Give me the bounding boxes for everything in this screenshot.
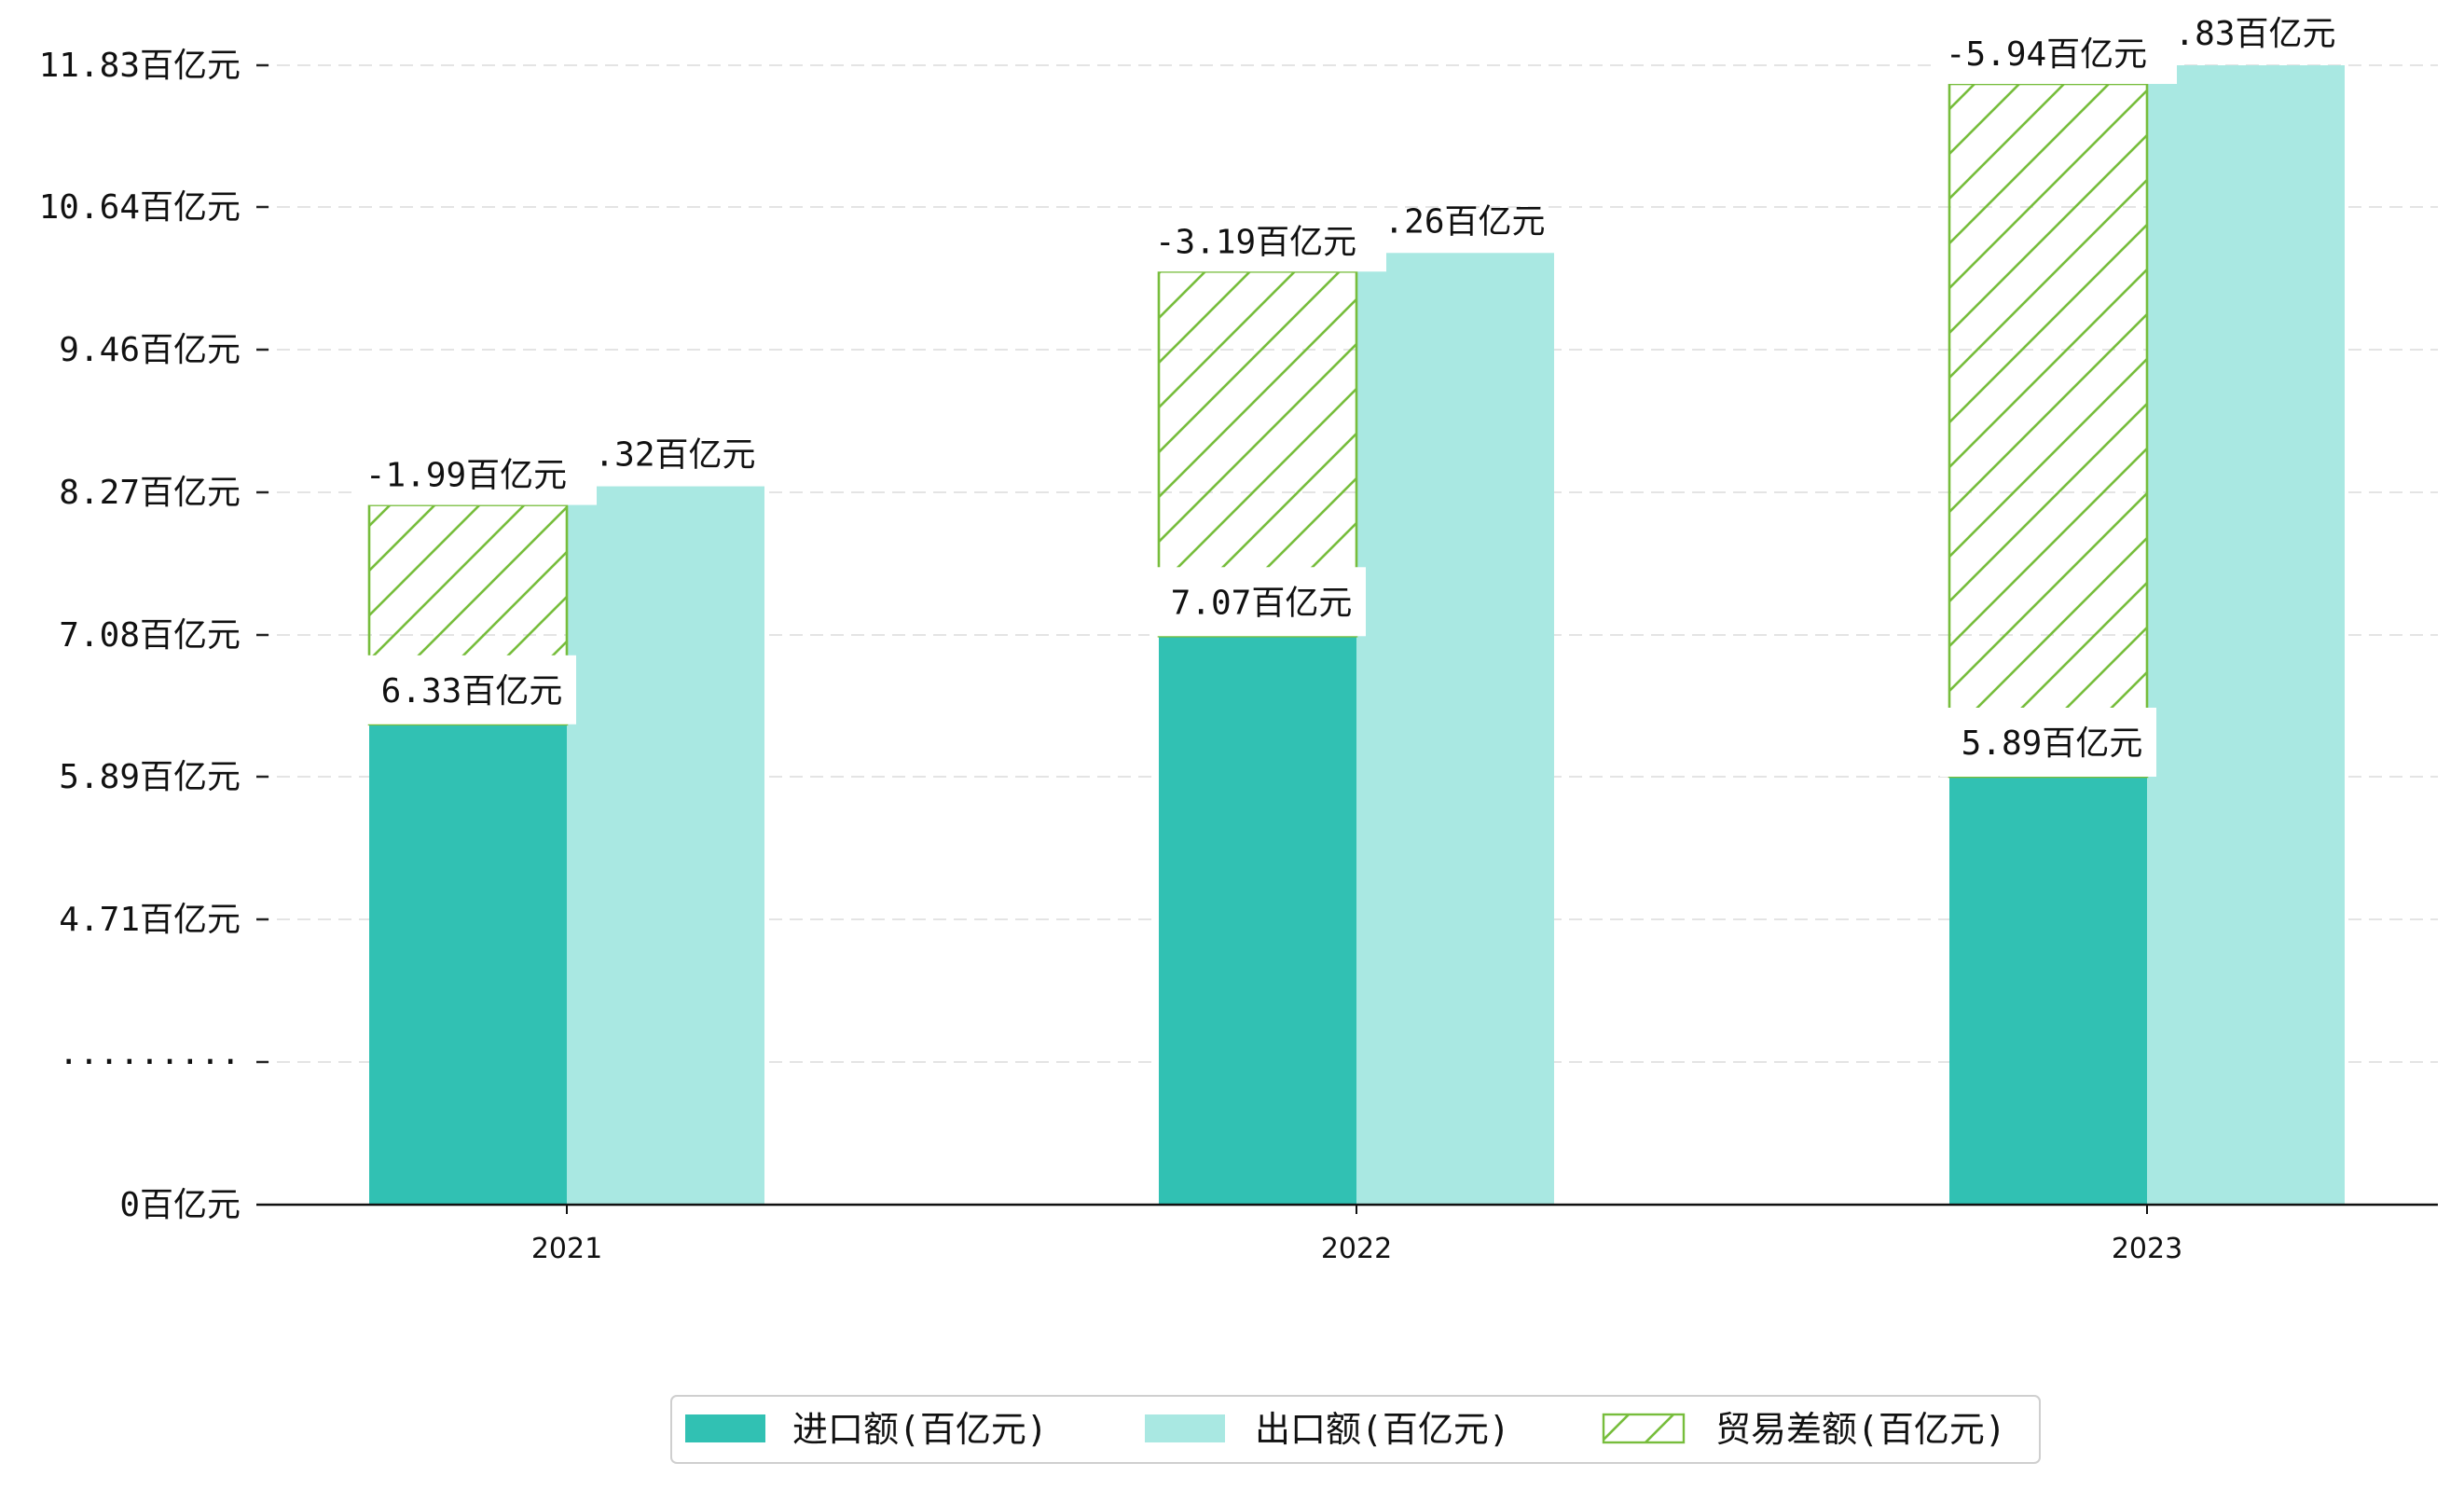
legend-label: 进口额(百亿元) (792, 1409, 1048, 1450)
import-label-box (360, 655, 576, 724)
import-bar (369, 724, 567, 1205)
import-value-label: 6.33百亿元 (381, 672, 563, 711)
balance-bar (1948, 82, 2149, 779)
import-label-box (1940, 708, 2156, 777)
x-tick-label: 2023 (2112, 1233, 2182, 1265)
y-tick-label: 7.08百亿元 (59, 616, 241, 655)
y-tick-label: 8.27百亿元 (59, 474, 241, 512)
legend-frame (670, 1395, 2041, 1464)
legend-swatch (1602, 1413, 1686, 1444)
y-tick-label: 4.71百亿元 (59, 901, 241, 939)
import-value-label: 7.07百亿元 (1171, 584, 1353, 622)
balance-value-label: -5.94百亿元 (1946, 35, 2147, 74)
import-value-label: 5.89百亿元 (1962, 724, 2143, 763)
axes: 0百亿元 ········· 4.71百亿元 5.89百亿元 7.08百亿元 8.27百亿… (39, 47, 2438, 1265)
export-bar (567, 486, 764, 1205)
legend: 进口额(百亿元) 出口额(百亿元) 贸易差额(百亿元) (670, 1395, 2041, 1464)
legend-swatch (1145, 1414, 1225, 1442)
y-tick-label: ········· (59, 1043, 241, 1082)
export-value-label: .26百亿元 (1383, 202, 1545, 241)
export-value-label: .32百亿元 (594, 436, 755, 475)
balance-value-label: -1.99百亿元 (365, 457, 567, 495)
export-value-label: .83百亿元 (2174, 15, 2335, 53)
legend-label: 贸易差额(百亿元) (1715, 1409, 2006, 1450)
import-bar (1949, 777, 2147, 1205)
balance-label-box (1936, 28, 2177, 84)
balance-value-label: -3.19百亿元 (1155, 223, 1356, 261)
legend-label: 出口额(百亿元) (1255, 1409, 1510, 1450)
balance-label-box (1146, 215, 1386, 272)
legend-swatch (685, 1414, 765, 1442)
data-labels: 6.33百亿元 -1.99百亿元 .32百亿元 7.07百亿元 -3.19百亿元 .26百… (356, 15, 2336, 777)
export-bar (2147, 65, 2345, 1205)
import-label-box (1149, 567, 1366, 637)
balance-label-box (356, 448, 597, 505)
import-bar (1159, 636, 1356, 1205)
x-tick-label: 2022 (1321, 1233, 1392, 1265)
x-tick-label: 2021 (531, 1233, 602, 1265)
y-tick-label: 9.46百亿元 (59, 331, 241, 369)
y-tick-label: 5.89百亿元 (59, 758, 241, 796)
y-tick-label: 0百亿元 (119, 1186, 241, 1224)
y-tick-label: 11.83百亿元 (39, 47, 241, 85)
y-tick-label: 10.64百亿元 (39, 188, 241, 227)
export-bar (1356, 253, 1554, 1205)
